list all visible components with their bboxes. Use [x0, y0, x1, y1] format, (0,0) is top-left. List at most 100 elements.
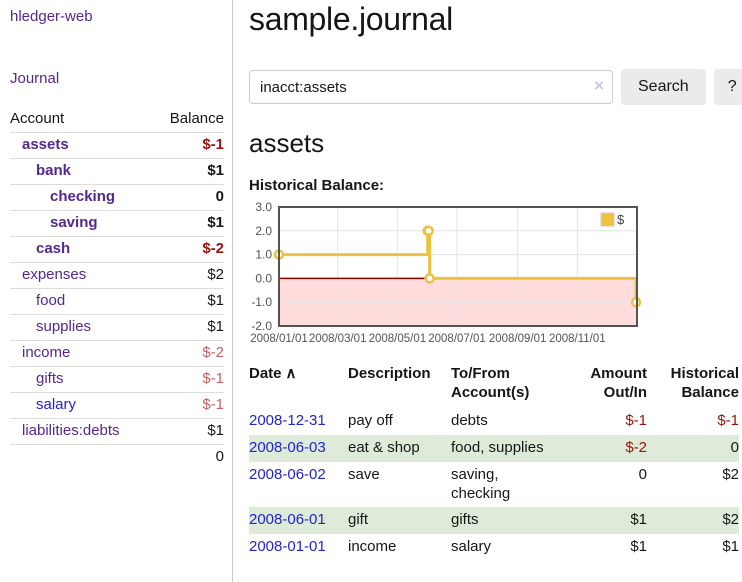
- transaction-row: 2008-06-02 save saving, checking 0 $2: [249, 462, 739, 508]
- transaction-balance: $2: [722, 511, 739, 529]
- search-button[interactable]: Search: [621, 69, 706, 106]
- account-balance: $-1: [153, 132, 224, 159]
- account-link[interactable]: assets: [22, 136, 69, 153]
- app-title-link[interactable]: hledger-web: [10, 8, 93, 25]
- accounts-header-row: Account Balance: [10, 106, 224, 133]
- sort-ascending-icon: ∧: [285, 364, 297, 382]
- transaction-description: pay off: [348, 412, 393, 430]
- account-balance: $-1: [153, 366, 224, 393]
- account-row: assets $-1: [10, 132, 224, 159]
- transaction-accounts: debts: [451, 412, 488, 430]
- svg-text:-1.0: -1.0: [251, 295, 272, 309]
- account-link[interactable]: saving: [50, 214, 98, 231]
- account-balance: $1: [153, 158, 224, 185]
- register-header-description: Description: [348, 364, 431, 382]
- svg-text:2008/09/01: 2008/09/01: [489, 333, 547, 345]
- transaction-amount: $-2: [625, 439, 647, 457]
- account-balance: $1: [153, 314, 224, 341]
- account-balance: 0: [153, 184, 224, 211]
- transaction-row: 2008-12-31 pay off debts $-1 $-1: [249, 408, 739, 435]
- transaction-row: 2008-06-01 gift gifts $1 $2: [249, 507, 739, 535]
- main-content: sample.journal × Search ? assets Histori…: [233, 0, 742, 582]
- register-header-balance: Historical Balance: [670, 364, 739, 401]
- search-form: × Search ?: [249, 69, 742, 106]
- account-link[interactable]: gifts: [36, 370, 64, 387]
- account-link[interactable]: supplies: [36, 318, 92, 335]
- account-balance: $1: [153, 210, 224, 237]
- accounts-header-account: Account: [10, 106, 154, 133]
- account-balance: $1: [153, 418, 224, 445]
- accounts-total-row: 0: [10, 444, 224, 470]
- account-row: gifts $-1: [10, 366, 224, 393]
- transaction-description: save: [348, 465, 380, 483]
- account-link[interactable]: liabilities:debts: [22, 422, 120, 439]
- register-table: Date ∧ Description To/From Account(s) Amo…: [249, 363, 739, 561]
- svg-text:2.0: 2.0: [255, 224, 272, 238]
- transaction-accounts: salary: [451, 538, 492, 556]
- accounts-header-balance: Balance: [153, 106, 224, 133]
- account-row: bank $1: [10, 158, 224, 185]
- transaction-date-link[interactable]: 2008-06-03: [249, 439, 326, 457]
- account-row: supplies $1: [10, 314, 224, 341]
- account-link[interactable]: checking: [50, 188, 116, 205]
- account-balance: $-2: [153, 236, 224, 263]
- account-link[interactable]: food: [36, 292, 66, 309]
- accounts-total-value: 0: [153, 444, 224, 470]
- clear-search-icon[interactable]: ×: [594, 76, 604, 96]
- account-row: expenses $2: [10, 262, 224, 289]
- transaction-row: 2008-06-03 eat & shop food, supplies $-2…: [249, 435, 739, 462]
- accounts-table: Account Balance assets $-1 ban: [10, 106, 224, 470]
- account-link[interactable]: bank: [36, 162, 72, 179]
- sidebar: hledger-web Journal Account Balance asse…: [0, 0, 233, 582]
- historical-balance-chart: 2008/01/01 2008/03/01 2008/05/01 2008/07/01…: [249, 200, 742, 349]
- transaction-balance: $2: [722, 465, 739, 483]
- svg-text:3.0: 3.0: [255, 200, 272, 214]
- svg-text:$: $: [617, 212, 625, 227]
- account-link[interactable]: expenses: [22, 266, 87, 283]
- svg-text:0.0: 0.0: [255, 271, 272, 285]
- transaction-balance: $1: [722, 538, 739, 556]
- register-header-amount: Amount Out/In: [590, 364, 647, 401]
- transaction-date-link[interactable]: 2008-01-01: [249, 538, 326, 556]
- svg-text:2008/11/01: 2008/11/01: [549, 333, 606, 345]
- transaction-description: income: [348, 538, 397, 556]
- search-input[interactable]: [249, 70, 613, 105]
- transaction-description: eat & shop: [348, 439, 420, 457]
- account-row: salary $-1: [10, 392, 224, 419]
- transaction-accounts: saving, checking: [451, 465, 511, 502]
- account-link[interactable]: income: [22, 344, 71, 361]
- transaction-amount: $1: [630, 511, 647, 529]
- transaction-description: gift: [348, 511, 369, 529]
- sidebar-item-journal[interactable]: Journal: [10, 70, 60, 87]
- transaction-date-link[interactable]: 2008-12-31: [249, 412, 326, 430]
- help-button[interactable]: ?: [713, 69, 742, 106]
- account-balance: $1: [153, 288, 224, 315]
- transaction-amount: 0: [638, 465, 647, 483]
- register-header-row: Date ∧ Description To/From Account(s) Amo…: [249, 363, 739, 409]
- svg-text:2008/07/01: 2008/07/01: [428, 333, 486, 345]
- account-row: saving $1: [10, 210, 224, 237]
- account-link[interactable]: cash: [36, 240, 71, 257]
- svg-text:-2.0: -2.0: [251, 319, 272, 333]
- svg-text:2008/05/01: 2008/05/01: [369, 333, 427, 345]
- register-header-accounts: To/From Account(s): [451, 364, 530, 401]
- chart-title: Historical Balance:: [249, 176, 385, 194]
- search-input-wrap: ×: [249, 70, 613, 105]
- account-row: income $-2: [10, 340, 224, 367]
- svg-text:1.0: 1.0: [255, 247, 272, 261]
- register-header-date[interactable]: Date ∧: [249, 364, 297, 382]
- transaction-date-link[interactable]: 2008-06-02: [249, 465, 326, 483]
- svg-text:2008/03/01: 2008/03/01: [309, 333, 367, 345]
- account-row: liabilities:debts $1: [10, 418, 224, 445]
- transaction-amount: $-1: [625, 412, 647, 430]
- transaction-balance: 0: [730, 439, 739, 457]
- account-balance: $-2: [153, 340, 224, 367]
- transaction-row: 2008-01-01 income salary $1 $1: [249, 534, 739, 561]
- transaction-date-link[interactable]: 2008-06-01: [249, 511, 326, 529]
- account-balance: $-1: [153, 392, 224, 419]
- account-row: checking 0: [10, 184, 224, 211]
- transaction-accounts: food, supplies: [451, 439, 544, 457]
- account-link[interactable]: salary: [36, 396, 77, 413]
- account-row: food $1: [10, 288, 224, 315]
